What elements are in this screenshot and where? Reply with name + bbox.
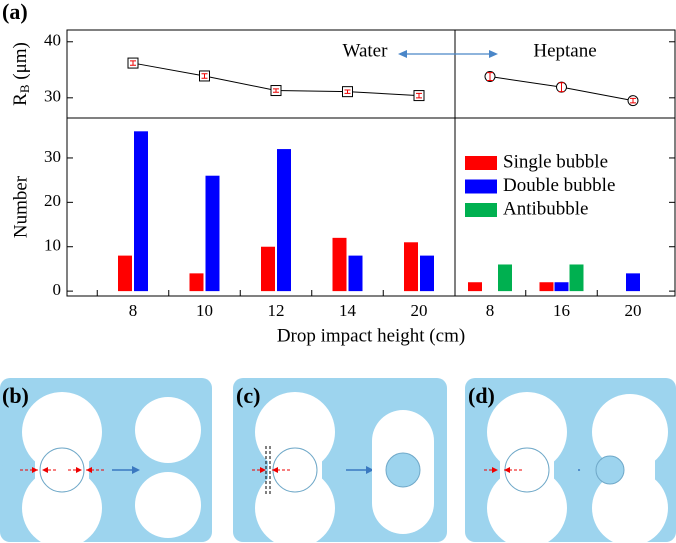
legend-swatch (465, 179, 497, 194)
bar (205, 175, 220, 292)
x-tick-label: 10 (196, 301, 213, 320)
panel-label: (b) (2, 383, 29, 408)
panel-c (233, 378, 447, 543)
panel-label: (c) (236, 383, 260, 408)
error-bar (273, 88, 279, 93)
error-bar (416, 92, 422, 99)
series-label: Heptane (533, 40, 596, 61)
panel-d (465, 378, 676, 543)
legend-label: Double bubble (503, 175, 615, 196)
bar (626, 273, 640, 292)
error-bar (201, 73, 208, 79)
error-bar (487, 72, 493, 81)
y-label-unit: (μm) (10, 42, 31, 84)
x-tick-label: 16 (553, 301, 570, 320)
error-bar (130, 60, 136, 66)
x-tick-label: 20 (625, 301, 642, 320)
y-axis-label: Number (10, 175, 31, 238)
error-bar (630, 97, 636, 104)
error-bar (344, 89, 351, 94)
bar (554, 282, 569, 292)
legend-swatch (465, 156, 497, 170)
error-bar (558, 82, 565, 93)
axes-frame (66, 117, 676, 297)
legend-label: Antibubble (503, 198, 589, 219)
y-axis-label: RB (μm) (10, 42, 32, 106)
bar (277, 149, 291, 292)
bar (348, 255, 363, 292)
y-tick-label: 0 (53, 280, 62, 299)
bar (332, 237, 347, 292)
bar (539, 282, 554, 292)
bar (261, 246, 275, 292)
x-axis-label: Drop impact height (cm) (277, 325, 465, 346)
panel-label: (a) (2, 0, 28, 24)
bar (468, 282, 482, 292)
series-label: Water (343, 40, 389, 61)
bar (189, 273, 204, 292)
x-tick-label: 20 (411, 301, 428, 320)
x-tick-label: 8 (129, 301, 138, 320)
legend-label: Single bubble (503, 151, 608, 172)
y-tick-label: 10 (44, 236, 61, 255)
x-tick-label: 12 (268, 301, 285, 320)
x-tick-label: 8 (486, 301, 495, 320)
bar (498, 264, 512, 292)
bar (404, 242, 418, 292)
y-tick-label: 40 (44, 31, 61, 50)
y-label-main: R (10, 93, 31, 106)
y-label-sub: B (17, 84, 32, 93)
y-tick-label: 30 (44, 87, 61, 106)
x-tick-label: 14 (339, 301, 357, 320)
panel-label: (d) (468, 383, 495, 408)
bar (134, 131, 148, 292)
y-tick-label: 30 (44, 147, 61, 166)
y-tick-label: 20 (44, 191, 61, 210)
double-arrow (398, 50, 498, 58)
panel-b (0, 378, 212, 543)
bar (569, 264, 584, 292)
bar (118, 255, 132, 292)
bar (420, 255, 434, 292)
legend-swatch (465, 203, 497, 217)
